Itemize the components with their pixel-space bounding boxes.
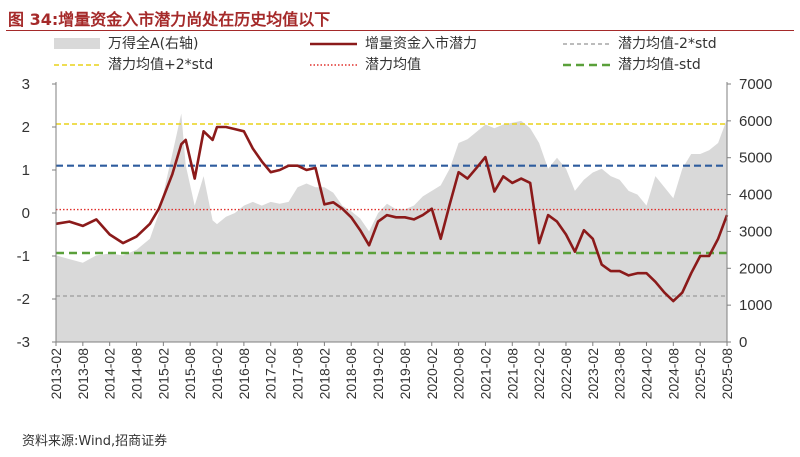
- legend-label-mean: 潜力均值: [365, 57, 421, 73]
- y-right-tick-label: 6000: [739, 113, 772, 130]
- x-tick-label: 2025-02: [692, 348, 708, 400]
- x-tick-label: 2016-02: [209, 348, 225, 400]
- x-tick-label: 2024-08: [665, 348, 681, 400]
- y-right-tick-label: 7000: [739, 76, 772, 93]
- x-tick-label: 2017-02: [263, 348, 279, 400]
- x-tick-label: 2021-08: [504, 348, 520, 400]
- x-tick-label: 2023-08: [612, 348, 628, 400]
- legend-label-plus2std: 潜力均值+2*std: [108, 57, 213, 73]
- x-tick-label: 2014-08: [129, 348, 145, 400]
- x-tick-label: 2022-08: [558, 348, 574, 400]
- x-tick-label: 2024-02: [638, 348, 654, 400]
- y-left-tick-label: 1: [22, 162, 30, 179]
- x-tick-label: 2022-02: [531, 348, 547, 400]
- legend-label-area: 万得全A(右轴): [108, 35, 199, 52]
- y-right-tick-label: 0: [739, 334, 747, 351]
- x-tick-label: 2016-08: [236, 348, 252, 400]
- legend-swatch-area: [54, 38, 100, 49]
- x-tick-label: 2018-08: [343, 348, 359, 400]
- legend-label-minus2std: 潜力均值-2*std: [618, 36, 717, 52]
- x-tick-label: 2020-02: [424, 348, 440, 400]
- legend-label-minus1std: 潜力均值-std: [618, 57, 701, 73]
- y-right-tick-label: 3000: [739, 223, 772, 240]
- x-tick-label: 2015-02: [155, 348, 171, 400]
- wind-a-area: [56, 113, 727, 342]
- potential-line: [55, 125, 729, 303]
- x-tick-label: 2018-02: [316, 348, 332, 400]
- x-tick-label: 2020-08: [451, 348, 467, 400]
- y-left-tick-label: 3: [22, 76, 30, 93]
- x-tick-label: 2023-02: [585, 348, 601, 400]
- legend-label-potential: 增量资金入市潜力: [365, 35, 477, 52]
- chart-title: 图 34:增量资金入市潜力尚处在历史均值以下: [8, 10, 331, 29]
- x-tick-label: 2025-08: [719, 348, 735, 400]
- source-note: 资料来源:Wind,招商证券: [22, 434, 168, 449]
- title-underline: [6, 30, 794, 31]
- y-left-tick-label: -2: [17, 291, 30, 308]
- y-right-tick-label: 5000: [739, 150, 772, 167]
- y-left-tick-label: 0: [22, 205, 30, 222]
- x-tick-label: 2019-02: [370, 348, 386, 400]
- x-tick-label: 2019-08: [397, 348, 413, 400]
- y-right-tick-label: 2000: [739, 260, 772, 277]
- y-right-tick-label: 4000: [739, 187, 772, 204]
- y-left-tick-label: -3: [17, 334, 30, 351]
- x-tick-label: 2014-02: [102, 348, 118, 400]
- x-tick-label: 2015-08: [182, 348, 198, 400]
- y-left-tick-label: -1: [17, 248, 30, 265]
- y-left-tick-label: 2: [22, 119, 30, 136]
- x-tick-label: 2017-08: [290, 348, 306, 400]
- y-right-tick-label: 1000: [739, 297, 772, 314]
- x-tick-label: 2021-02: [477, 348, 493, 400]
- x-tick-label: 2013-02: [48, 348, 64, 400]
- x-tick-label: 2013-08: [75, 348, 91, 400]
